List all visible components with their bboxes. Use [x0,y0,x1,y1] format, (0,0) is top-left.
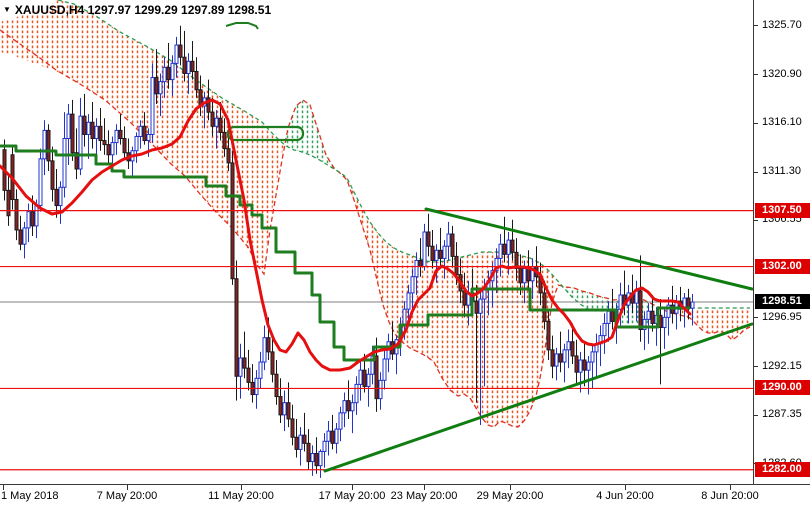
descending-triangle-line[interactable] [424,207,753,291]
price-tick-mark [754,171,758,173]
time-tick-mark [625,485,626,490]
kumo-cloud-green [284,100,347,179]
time-tick-label: 29 May 20:00 [476,490,544,502]
price-tick-mark [754,219,758,221]
senkou-span-a-line [0,29,751,428]
kijun-sen-line [0,144,690,362]
price-tick-label: 1316.10 [762,116,802,129]
time-tick-mark [3,485,4,490]
time-tick-mark [241,485,242,490]
time-tick-mark [730,485,731,490]
price-tick-label: 1296.95 [762,310,802,323]
kumo-cloud-orange [347,180,556,427]
level-price-badge: 1307.50 [755,202,810,218]
price-tick-label: 1287.35 [762,408,802,421]
kijun-plateau-outline [226,125,305,142]
chart-title-bar: ▼ XAUUSD,H4 1297.97 1299.29 1297.89 1298.… [3,3,271,17]
symbol-dropdown-icon[interactable]: ▼ [3,5,11,14]
time-tick-label: 8 Jun 20:00 [701,490,759,502]
chart-canvas[interactable] [0,0,753,484]
price-tick-mark [754,74,758,76]
price-tick-mark [754,122,758,124]
price-tick-mark [754,366,758,368]
price-tick-label: 1320.90 [762,67,802,80]
time-tick-label: 17 May 20:00 [318,490,386,502]
time-tick-label: 23 May 20:00 [390,490,458,502]
kumo-cloud-orange [0,0,284,272]
price-tick-mark [754,317,758,319]
time-tick-mark [352,485,353,490]
current-price-badge: 1298.51 [755,294,810,309]
price-tick-mark [754,414,758,416]
price-tick-label: 1325.70 [762,18,802,31]
time-tick-mark [424,485,425,490]
price-tick-label: 1292.15 [762,359,802,372]
time-axis[interactable]: 1 May 2018 7 May 20:00 11 May 20:00 17 May … [0,484,810,506]
time-tick-mark [127,485,128,490]
price-tick-mark [754,25,758,27]
level-price-badge: 1290.00 [755,380,810,396]
chart-title: XAUUSD,H4 1297.97 1299.29 1297.89 1298.5… [14,3,272,17]
senkou-span-b-line [57,0,750,328]
time-tick-label: 1 May 2018 [1,490,59,502]
time-tick-mark [510,485,511,490]
ascending-triangle-line[interactable] [323,322,753,473]
time-tick-label: 4 Jun 20:00 [596,490,654,502]
time-tick-label: 7 May 20:00 [96,490,158,502]
kumo-cloud-green [558,284,656,327]
level-price-badge: 1302.00 [755,258,810,274]
price-tick-label: 1311.30 [762,165,801,178]
level-price-badge: 1282.00 [755,461,810,477]
ichimoku-cloud-layer [0,0,750,427]
chikou-span-segment [225,22,259,30]
tenkan-sen-line [0,98,692,372]
chart-plot-area[interactable] [0,0,753,484]
price-axis[interactable]: 1325.70 1320.90 1316.10 1311.30 1306.55 1296.… [753,0,810,484]
time-tick-label: 11 May 20:00 [208,490,274,502]
